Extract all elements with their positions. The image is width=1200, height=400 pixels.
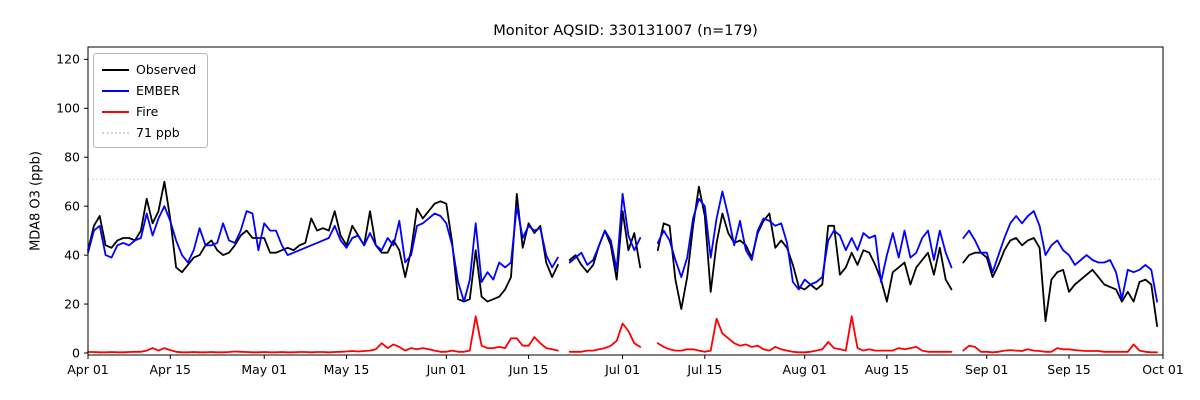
x-tick-label: Jun 15 — [508, 362, 548, 377]
y-tick-label: 0 — [72, 345, 80, 360]
axes-box — [87, 46, 1164, 356]
x-tick-label: Sep 01 — [965, 362, 1008, 377]
legend-item-threshold: 71 ppb — [94, 122, 207, 143]
legend-line-observed — [102, 68, 129, 71]
x-tick-label: Jul 01 — [604, 362, 640, 377]
legend-line-threshold — [102, 131, 129, 134]
y-tick-label: 100 — [56, 101, 80, 116]
y-tick-label: 20 — [64, 296, 80, 311]
legend-label-observed: Observed — [136, 62, 197, 77]
legend-label-ember: EMBER — [136, 83, 180, 98]
legend-label-fire: Fire — [136, 104, 159, 119]
legend-line-fire — [102, 110, 129, 113]
ember-line — [87, 190, 1158, 303]
y-tick-label: 60 — [64, 198, 80, 213]
x-tick-label: May 01 — [241, 362, 287, 377]
x-tick-label: Apr 15 — [149, 362, 191, 377]
legend-item-observed: Observed — [94, 59, 207, 80]
legend-item-ember: EMBER — [94, 80, 207, 101]
x-tick-label: Apr 01 — [67, 362, 109, 377]
legend-item-fire: Fire — [94, 101, 207, 122]
x-tick-label: Oct 01 — [1142, 362, 1184, 377]
x-tick-label: Sep 15 — [1047, 362, 1090, 377]
fire-line — [87, 315, 1158, 354]
legend: Observed EMBER Fire 71 ppb — [93, 53, 208, 148]
x-tick-label: Jul 15 — [686, 362, 722, 377]
x-tick-label: Aug 01 — [783, 362, 827, 377]
y-tick-label: 120 — [56, 52, 80, 67]
legend-line-ember — [102, 89, 129, 92]
y-tick-label: 80 — [64, 150, 80, 165]
x-tick-label: May 15 — [324, 362, 370, 377]
y-tick-label: 40 — [64, 247, 80, 262]
x-tick-label: Aug 15 — [865, 362, 909, 377]
page-title: Monitor AQSID: 330131007 (n=179) — [493, 22, 758, 39]
y-axis-label: MDA8 O3 (ppb) — [28, 151, 44, 251]
x-tick-label: Jun 01 — [426, 362, 466, 377]
legend-label-threshold: 71 ppb — [136, 125, 180, 140]
